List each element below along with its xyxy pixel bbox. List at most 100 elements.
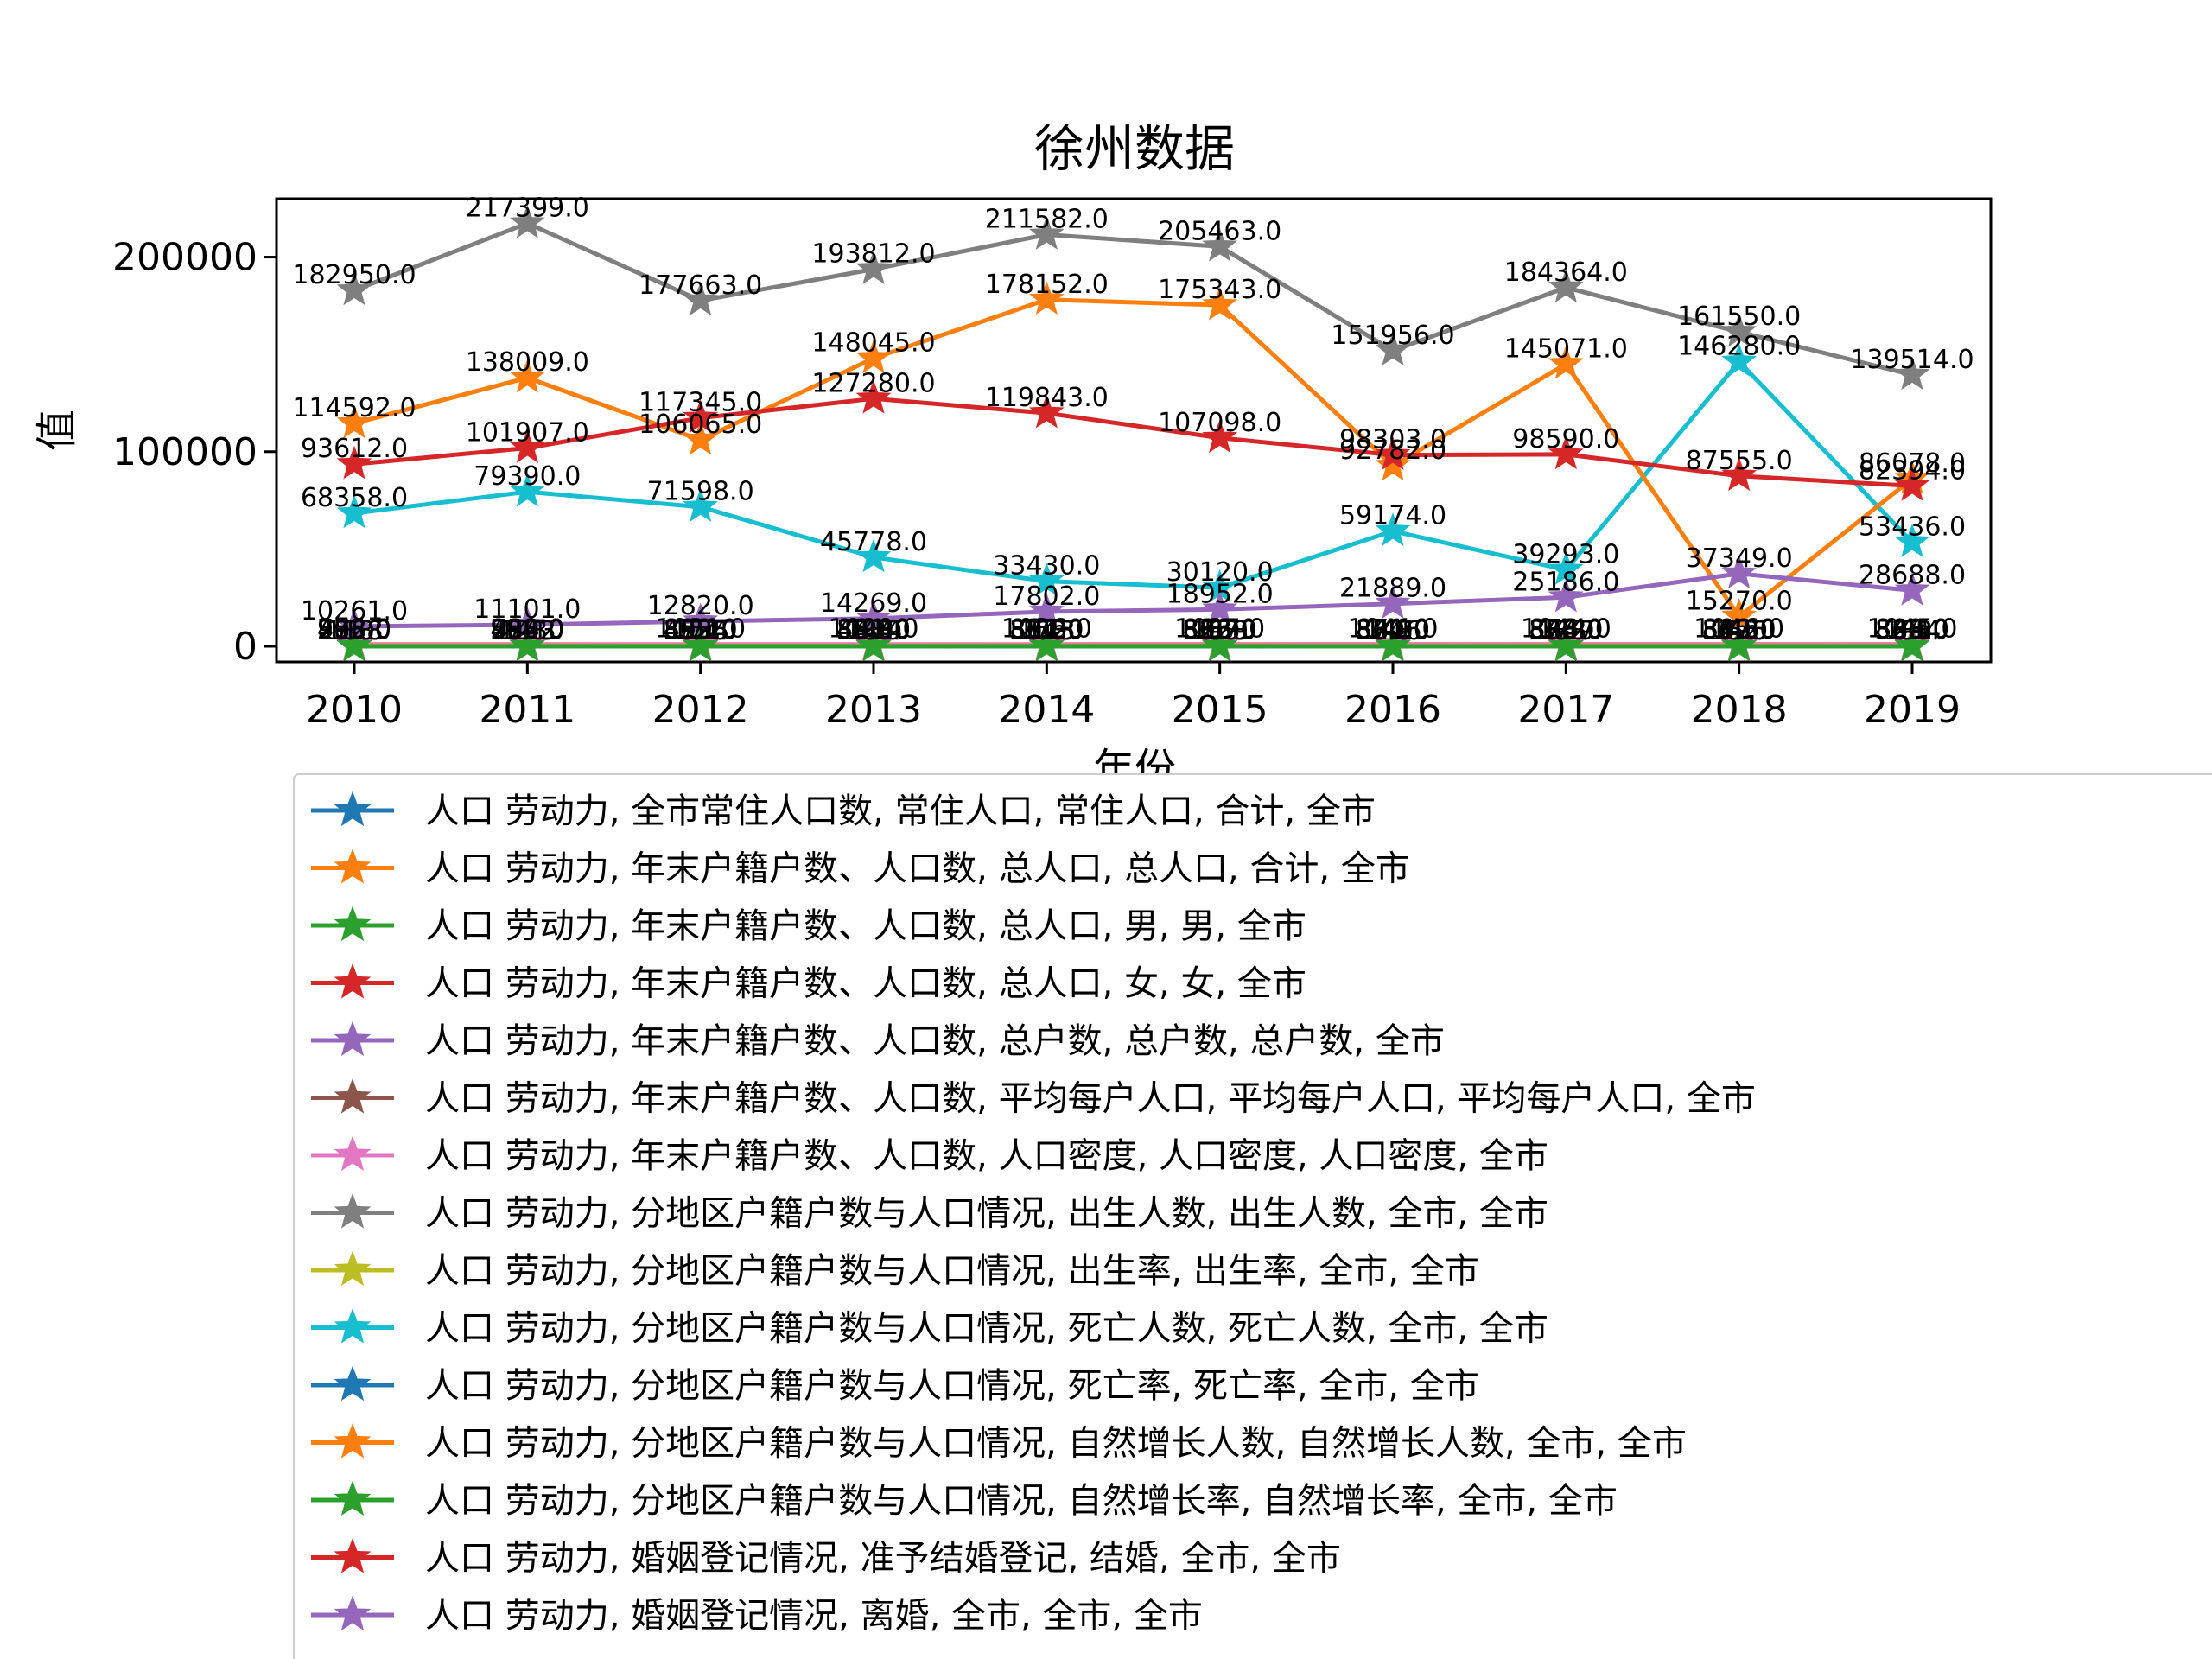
data-label: 182950.0: [292, 260, 416, 290]
legend-entry: 人口 劳动力, 全市常住人口数, 常住人口, 常住人口, 合计, 全市: [311, 791, 1376, 831]
data-label: 14.0: [1710, 616, 1768, 646]
data-label: 98590.0: [1512, 424, 1619, 454]
data-label: 184364.0: [1504, 257, 1628, 288]
legend-entry: 人口 劳动力, 分地区户籍户数与人口情况, 死亡人数, 死亡人数, 全市, 全市: [311, 1308, 1548, 1349]
legend-marker: [334, 1135, 372, 1172]
legend-marker: [334, 1423, 372, 1459]
data-point: [1202, 227, 1238, 262]
data-label: 3.3: [334, 616, 375, 646]
data-label: 87555.0: [1686, 446, 1793, 476]
data-label: 788.0: [317, 614, 391, 645]
data-label: 177663.0: [639, 270, 762, 301]
legend-label: 人口 劳动力, 婚姻登记情况, 离婚, 全市, 全市, 全市: [425, 1596, 1203, 1636]
data-label: 22.3: [499, 616, 556, 646]
data-point: [1375, 447, 1411, 481]
data-label: 502.0: [1183, 615, 1257, 645]
data-point: [1028, 281, 1065, 315]
data-point: [1548, 269, 1584, 303]
data-label: 531.0: [836, 615, 911, 645]
data-label: 2.9: [1199, 616, 1241, 646]
data-point: [336, 445, 372, 480]
y-axis-label: 值: [33, 410, 81, 451]
data-label: 59174.0: [1339, 501, 1446, 531]
data-label: 107098.0: [1158, 408, 1281, 438]
data-label: 860.0: [836, 614, 911, 645]
data-point: [509, 359, 545, 393]
legend-entry: 人口 劳动力, 分地区户籍户数与人口情况, 自然增长人数, 自然增长人数, 全市…: [311, 1423, 1687, 1464]
data-point: [683, 488, 719, 523]
data-point: [683, 602, 719, 637]
data-label: 18.9: [845, 616, 903, 646]
series-12: [336, 281, 1930, 632]
data-label: 534.0: [1009, 615, 1084, 645]
data-label: 4.5: [853, 616, 894, 646]
data-label: 138009.0: [466, 347, 589, 378]
data-label: 1046.0: [1694, 614, 1784, 645]
data-label: 3.2: [1026, 616, 1067, 646]
legend-entry: 人口 劳动力, 年末户籍户数、人口数, 平均每户人口, 平均每户人口, 平均每户…: [311, 1078, 1756, 1119]
data-label: 5.1: [1891, 616, 1933, 646]
data-label: 30120.0: [1166, 557, 1274, 588]
data-label: 833.0: [664, 614, 738, 645]
data-label: 1029.0: [829, 614, 919, 645]
data-label: 68358.0: [301, 483, 408, 513]
data-label: 538.0: [1529, 615, 1603, 645]
data-label: 980.0: [490, 614, 564, 645]
data-label: 71598.0: [647, 477, 754, 507]
data-label: 1037.0: [1174, 614, 1265, 645]
data-label: 17.5: [671, 616, 729, 646]
data-label: 151956.0: [1331, 321, 1454, 351]
data-label: 17.3: [1018, 616, 1076, 646]
data-label: 861.0: [1009, 614, 1084, 645]
legend-marker: [334, 1595, 372, 1631]
data-label: 17.7: [1537, 616, 1595, 646]
data-point: [1548, 435, 1584, 470]
data-label: 866.0: [1183, 614, 1257, 645]
data-label: 146280.0: [1677, 332, 1801, 362]
data-label: 45778.0: [820, 527, 927, 557]
legend-entry: 人口 劳动力, 年末户籍户数、人口数, 总人口, 女, 女, 全市: [311, 963, 1306, 1004]
data-label: 19.8: [1191, 616, 1249, 646]
data-label: 93612.0: [301, 434, 408, 464]
data-point: [1028, 563, 1065, 597]
series-15: [336, 555, 1930, 642]
data-point: [336, 271, 372, 306]
data-point: [1721, 313, 1758, 347]
data-label: 845.0: [1702, 614, 1777, 645]
data-point: [1548, 345, 1584, 379]
data-label: 13.9: [1537, 616, 1595, 646]
data-label: 21889.0: [1339, 574, 1446, 604]
data-point: [1721, 343, 1758, 377]
data-label: 474.0: [490, 615, 564, 645]
data-point: [336, 494, 372, 529]
data-label: 502.0: [1009, 615, 1084, 645]
data-label: 3.8: [1545, 616, 1586, 646]
data-label: 5.7: [1372, 616, 1414, 646]
legend-entry: 人口 劳动力, 年末户籍户数、人口数, 人口密度, 人口密度, 人口密度, 全市: [311, 1135, 1548, 1176]
data-label: 8.1: [506, 616, 548, 646]
data-label: 320.0: [1356, 615, 1430, 645]
chart-title: 徐州数据: [1034, 119, 1235, 178]
data-point: [336, 404, 372, 439]
data-label: 327.0: [1702, 615, 1777, 645]
legend-marker: [334, 1078, 372, 1114]
data-point: [1202, 286, 1238, 321]
legend-frame: [293, 773, 2212, 1659]
legend-entry: 人口 劳动力, 年末户籍户数、人口数, 总人口, 男, 男, 全市: [311, 906, 1306, 946]
data-point: [1375, 627, 1411, 662]
data-label: 844.0: [1875, 614, 1949, 645]
y-tick-label: 200000: [112, 236, 257, 280]
data-point: [1894, 627, 1930, 662]
data-label: 838.0: [1183, 614, 1257, 645]
data-label: 3.2: [1719, 616, 1760, 646]
data-label: 307.0: [836, 615, 911, 645]
data-point: [683, 627, 719, 662]
legend-label: 人口 劳动力, 年末户籍户数、人口数, 总户数, 总户数, 总户数, 全市: [425, 1021, 1445, 1061]
data-label: 507.0: [1702, 615, 1777, 645]
data-label: 15.5: [1710, 616, 1768, 646]
series-layer: [336, 204, 1930, 662]
data-point: [1375, 332, 1411, 366]
data-point: [509, 627, 545, 662]
data-point: [1721, 627, 1758, 662]
